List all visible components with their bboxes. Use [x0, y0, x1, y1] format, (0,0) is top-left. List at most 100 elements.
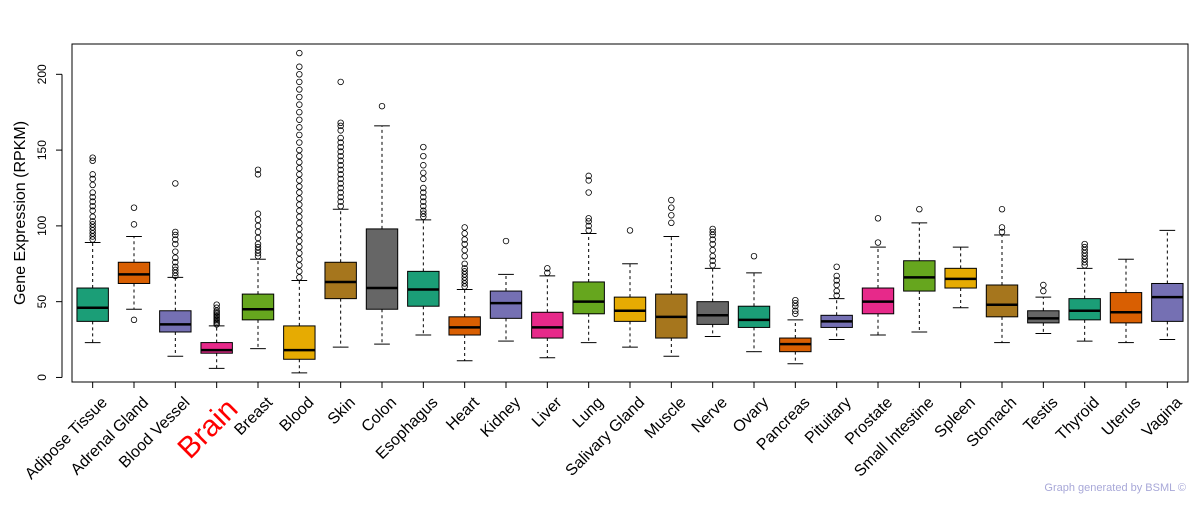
- box: [159, 310, 192, 333]
- box: [117, 261, 151, 284]
- box-group-colon: [365, 102, 399, 345]
- outlier-point: [750, 252, 758, 260]
- box-group-thyroid: [1068, 240, 1101, 342]
- outlier-point: [254, 240, 262, 248]
- outlier-point: [296, 219, 303, 227]
- x-tick-label: Lung: [570, 394, 607, 431]
- outlier-point: [337, 180, 344, 187]
- outlier-point: [337, 198, 344, 205]
- outlier-point: [296, 71, 303, 78]
- outlier-point: [709, 228, 716, 236]
- outlier-point: [709, 236, 716, 243]
- outlier-point: [420, 193, 427, 201]
- outlier-point: [585, 177, 592, 184]
- outlier-point: [833, 263, 840, 271]
- outlier-point: [296, 152, 303, 160]
- outlier-point: [89, 236, 96, 243]
- box: [241, 293, 275, 321]
- outlier-point: [998, 228, 1006, 236]
- outlier-point: [296, 237, 303, 245]
- outlier-point: [461, 252, 468, 260]
- outlier-point: [337, 148, 344, 155]
- box: [365, 228, 399, 310]
- box-group-adipose-tissue: [76, 154, 109, 344]
- box-group-vagina: [1151, 229, 1184, 341]
- outlier-point: [337, 152, 344, 160]
- outlier-point: [1081, 252, 1088, 260]
- outlier-point: [89, 175, 96, 183]
- outlier-point: [130, 316, 138, 324]
- box: [985, 284, 1019, 318]
- box: [696, 301, 729, 325]
- y-tick-label: 50: [35, 295, 49, 309]
- outlier-point: [296, 86, 303, 93]
- outlier-point: [792, 310, 799, 317]
- outlier-point: [254, 252, 262, 260]
- outlier-point: [89, 189, 96, 196]
- outlier-point: [461, 271, 468, 278]
- outlier-point: [172, 272, 179, 280]
- outlier-point: [254, 166, 262, 174]
- outlier-point: [461, 236, 468, 243]
- outlier-point: [89, 213, 96, 220]
- box-group-adrenal-gland: [117, 204, 151, 324]
- outlier-point: [254, 249, 262, 257]
- outlier-point: [296, 93, 303, 101]
- outlier-point: [709, 262, 716, 269]
- outlier-point: [296, 189, 303, 196]
- outlier-point: [544, 269, 551, 277]
- outlier-point: [296, 201, 303, 208]
- box: [489, 290, 523, 319]
- outlier-point: [296, 249, 303, 257]
- outlier-point: [296, 146, 303, 154]
- box-group-liver: [531, 265, 564, 359]
- outlier-point: [337, 143, 344, 151]
- outlier-point: [337, 122, 344, 130]
- x-tick-label: Muscle: [642, 394, 690, 442]
- box-group-testis: [1027, 281, 1060, 334]
- outlier-point: [833, 277, 840, 284]
- box-group-prostate: [861, 215, 895, 336]
- outlier-point: [296, 262, 303, 269]
- y-tick-label: 200: [35, 64, 49, 84]
- outlier-point: [585, 218, 592, 225]
- box: [283, 325, 316, 360]
- outlier-point: [337, 127, 344, 134]
- box: [1027, 310, 1060, 324]
- outlier-point: [709, 225, 716, 233]
- outlier-point: [709, 252, 716, 260]
- outlier-point: [461, 280, 468, 287]
- outlier-point: [296, 195, 303, 202]
- box-group-uterus: [1109, 258, 1143, 344]
- outlier-point: [296, 165, 303, 172]
- outlier-point: [833, 292, 840, 299]
- outlier-point: [296, 207, 303, 214]
- outlier-point: [420, 152, 427, 160]
- y-tick-label: 150: [35, 140, 49, 160]
- outlier-point: [1081, 246, 1088, 254]
- box-group-stomach: [985, 206, 1019, 344]
- outlier-point: [337, 157, 344, 164]
- box: [572, 281, 605, 315]
- outlier-point: [296, 109, 303, 116]
- outlier-point: [420, 213, 427, 220]
- outlier-point: [461, 274, 468, 281]
- outlier-point: [461, 277, 468, 284]
- outlier-point: [337, 189, 344, 196]
- box-group-ovary: [737, 252, 771, 353]
- outlier-point: [296, 268, 303, 275]
- outlier-point: [296, 159, 303, 166]
- outlier-point: [89, 224, 96, 231]
- outlier-point: [296, 63, 303, 70]
- outlier-point: [130, 204, 138, 211]
- outlier-point: [792, 299, 799, 307]
- outlier-point: [1081, 243, 1088, 251]
- box-group-esophagus: [407, 143, 440, 336]
- outlier-point: [296, 231, 303, 239]
- outlier-point: [709, 246, 716, 254]
- outlier-point: [461, 283, 468, 290]
- box: [448, 316, 481, 336]
- outlier-point: [833, 272, 840, 280]
